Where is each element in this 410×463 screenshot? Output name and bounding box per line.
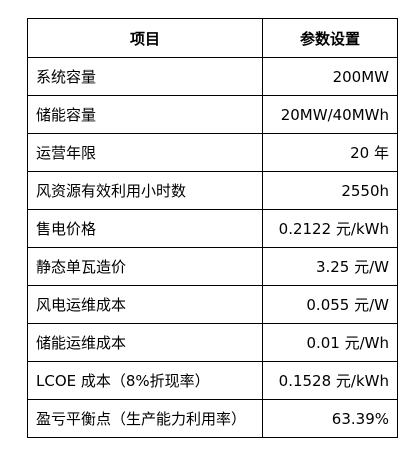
- table-row: LCOE 成本（8%折现率） 0.1528 元/kWh: [27, 361, 398, 400]
- value-cell: 0.2122 元/kWh: [262, 209, 398, 248]
- table-row: 盈亏平衡点（生产能力利用率） 63.39%: [27, 399, 398, 438]
- table-head: 项目 参数设置: [27, 18, 398, 58]
- item-cell: 储能容量: [27, 95, 263, 134]
- table-row: 售电价格 0.2122 元/kWh: [27, 209, 398, 248]
- table-row: 储能容量 20MW/40MWh: [27, 95, 398, 134]
- value-cell: 0.01 元/Wh: [262, 323, 398, 362]
- table-row: 静态单瓦造价 3.25 元/W: [27, 247, 398, 286]
- item-cell: 运营年限: [27, 133, 263, 172]
- parameter-table: 项目 参数设置 系统容量 200MW 储能容量 20MW/40MWh 运营年限 20 年风…: [27, 18, 398, 438]
- table-row: 风资源有效利用小时数 2550h: [27, 171, 398, 210]
- value-cell: 20 年: [262, 133, 398, 172]
- value-cell: 0.1528 元/kWh: [262, 361, 398, 400]
- item-cell: 风电运维成本: [27, 285, 263, 324]
- value-cell: 200MW: [262, 57, 398, 96]
- value-cell: 20MW/40MWh: [262, 95, 398, 134]
- value-cell: 0.055 元/W: [262, 285, 398, 324]
- table-row: 风电运维成本 0.055 元/W: [27, 285, 398, 324]
- item-cell: 系统容量: [27, 57, 263, 96]
- header-cell: 项目: [27, 18, 263, 58]
- table-row: 储能运维成本 0.01 元/Wh: [27, 323, 398, 362]
- value-cell: 3.25 元/W: [262, 247, 398, 286]
- table-row: 运营年限 20 年: [27, 133, 398, 172]
- header-row: 项目 参数设置: [27, 18, 398, 58]
- table-row: 系统容量 200MW: [27, 57, 398, 96]
- value-cell: 2550h: [262, 171, 398, 210]
- item-cell: 盈亏平衡点（生产能力利用率）: [27, 399, 263, 438]
- table-body: 系统容量 200MW 储能容量 20MW/40MWh 运营年限 20 年风资源有效利用小时…: [27, 57, 398, 438]
- item-cell: 静态单瓦造价: [27, 247, 263, 286]
- item-cell: 售电价格: [27, 209, 263, 248]
- item-cell: 储能运维成本: [27, 323, 263, 362]
- header-cell: 参数设置: [262, 18, 398, 58]
- value-cell: 63.39%: [262, 399, 398, 438]
- item-cell: LCOE 成本（8%折现率）: [27, 361, 263, 400]
- item-cell: 风资源有效利用小时数: [27, 171, 263, 210]
